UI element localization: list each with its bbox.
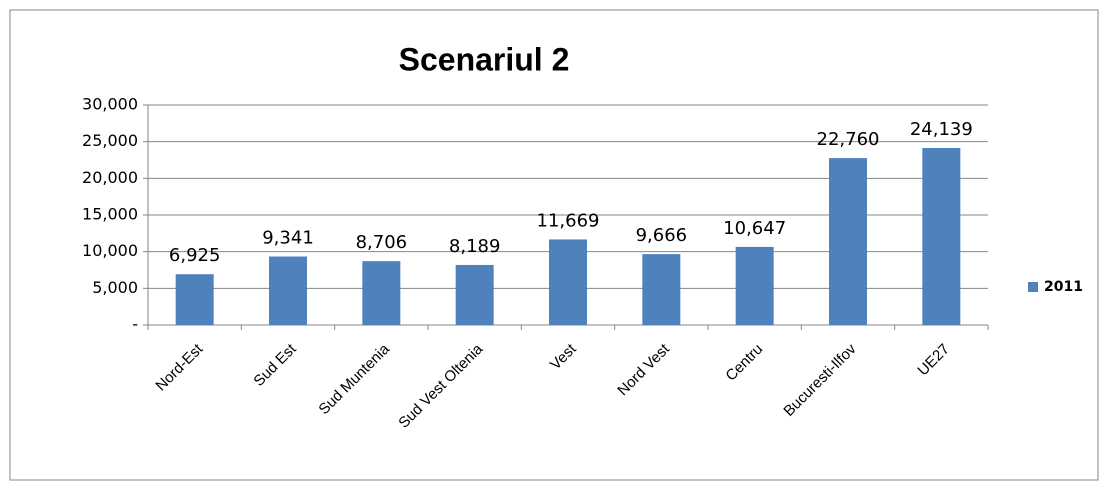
y-tick-label: 25,000 (82, 131, 138, 150)
y-tick-label: - (132, 315, 138, 334)
data-label: 8,706 (356, 232, 408, 253)
y-tick-label: 15,000 (82, 205, 138, 224)
y-tick-label: 20,000 (82, 168, 138, 187)
data-label: 24,139 (910, 119, 973, 140)
data-label: 6,925 (169, 245, 221, 266)
legend-label: 2011 (1044, 279, 1083, 295)
bar (455, 264, 494, 325)
y-tick-label: 10,000 (82, 241, 138, 260)
bar (642, 254, 681, 325)
bar (175, 274, 214, 325)
chart-title: Scenariul 2 (399, 41, 570, 77)
bar (829, 158, 867, 325)
legend-swatch (1028, 282, 1038, 292)
bar (269, 256, 307, 325)
data-label: 8,189 (449, 236, 501, 257)
data-label: 22,760 (817, 129, 880, 150)
bar (549, 239, 587, 325)
y-tick-label: 5,000 (92, 278, 138, 297)
bar (922, 147, 961, 325)
data-label: 9,341 (262, 227, 314, 248)
data-label: 11,669 (537, 210, 600, 231)
data-label: 10,647 (723, 218, 786, 239)
y-tick-label: 30,000 (82, 95, 138, 114)
bar (735, 246, 774, 325)
bar (362, 261, 401, 325)
data-label: 9,666 (636, 225, 688, 246)
